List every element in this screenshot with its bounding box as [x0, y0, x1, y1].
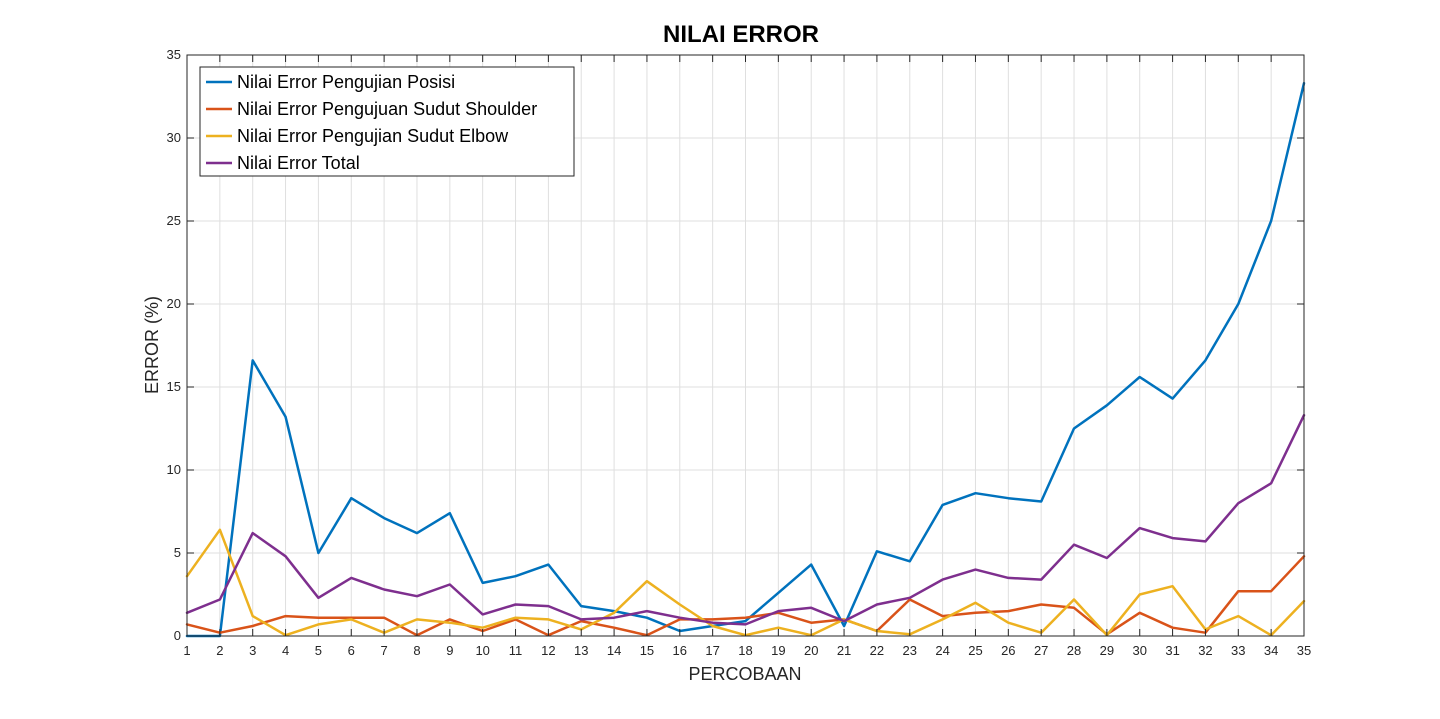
legend-box	[199, 66, 575, 177]
x-tick-label: 10	[475, 643, 489, 658]
x-tick-label: 19	[771, 643, 785, 658]
x-tick-label: 30	[1133, 643, 1147, 658]
x-tick-labels: 1 2 3 4 5 6 7 8 9 10 11 12 13 14 15 16 17 18 19 20 21 22 23 24 2…	[183, 643, 1311, 658]
y-tick-label: 0	[174, 628, 181, 643]
x-tick-label: 34	[1264, 643, 1278, 658]
x-tick-label: 1	[183, 643, 190, 658]
legend-items: Nilai Error Pengujian Posisi Nilai Error …	[206, 72, 537, 173]
series-line-1	[185, 81, 1306, 638]
x-tick-label: 7	[381, 643, 388, 658]
x-tick-label: 26	[1001, 643, 1015, 658]
x-tick-label: 9	[446, 643, 453, 658]
x-tick-label: 8	[413, 643, 420, 658]
x-tick-label: 24	[935, 643, 949, 658]
x-tick-label: 3	[249, 643, 256, 658]
x-tick-label: 27	[1034, 643, 1048, 658]
x-tick-label: 29	[1100, 643, 1114, 658]
x-tick-label: 20	[804, 643, 818, 658]
legend: Nilai Error Pengujian Posisi Nilai Error …	[199, 66, 575, 177]
x-tick-label: 13	[574, 643, 588, 658]
x-axis-title: PERCOBAAN	[688, 664, 801, 684]
x-tick-label: 14	[607, 643, 621, 658]
x-tick-label: 12	[541, 643, 555, 658]
y-tick-label: 35	[167, 47, 181, 62]
series-line-2	[185, 555, 1306, 637]
x-tick-label: 5	[315, 643, 322, 658]
series-line-4	[185, 413, 1306, 626]
x-tick-label: 33	[1231, 643, 1245, 658]
chart-title: NILAI ERROR	[663, 21, 819, 48]
y-tick-label: 10	[167, 462, 181, 477]
x-tick-label: 28	[1067, 643, 1081, 658]
x-tick-label: 4	[282, 643, 289, 658]
x-tick-label: 25	[968, 643, 982, 658]
y-tick-label: 25	[167, 213, 181, 228]
y-tick-label: 30	[167, 130, 181, 145]
legend-label: Nilai Error Pengujian Sudut Elbow	[237, 126, 509, 146]
y-axis-title: ERROR (%)	[142, 296, 162, 394]
x-tick-label: 6	[348, 643, 355, 658]
x-tick-label: 16	[673, 643, 687, 658]
series-lines	[185, 81, 1306, 638]
y-tick-labels: 0 5 10 15 20 25 30 35	[167, 47, 181, 643]
x-tick-label: 17	[705, 643, 719, 658]
x-tick-label: 2	[216, 643, 223, 658]
ticks	[186, 54, 1305, 637]
y-tick-label: 20	[167, 296, 181, 311]
x-tick-label: 23	[903, 643, 917, 658]
x-tick-label: 21	[837, 643, 851, 658]
x-tick-label: 18	[738, 643, 752, 658]
x-tick-label: 15	[640, 643, 654, 658]
legend-label: Nilai Error Total	[237, 153, 360, 173]
legend-label: Nilai Error Pengujian Posisi	[237, 72, 455, 92]
x-tick-label: 32	[1198, 643, 1212, 658]
x-tick-label: 22	[870, 643, 884, 658]
x-tick-label: 35	[1297, 643, 1311, 658]
y-tick-label: 5	[174, 545, 181, 560]
x-tick-label: 11	[509, 643, 523, 658]
legend-label: Nilai Error Pengujuan Sudut Shoulder	[237, 99, 537, 119]
y-tick-label: 15	[167, 379, 181, 394]
x-tick-label: 31	[1165, 643, 1179, 658]
